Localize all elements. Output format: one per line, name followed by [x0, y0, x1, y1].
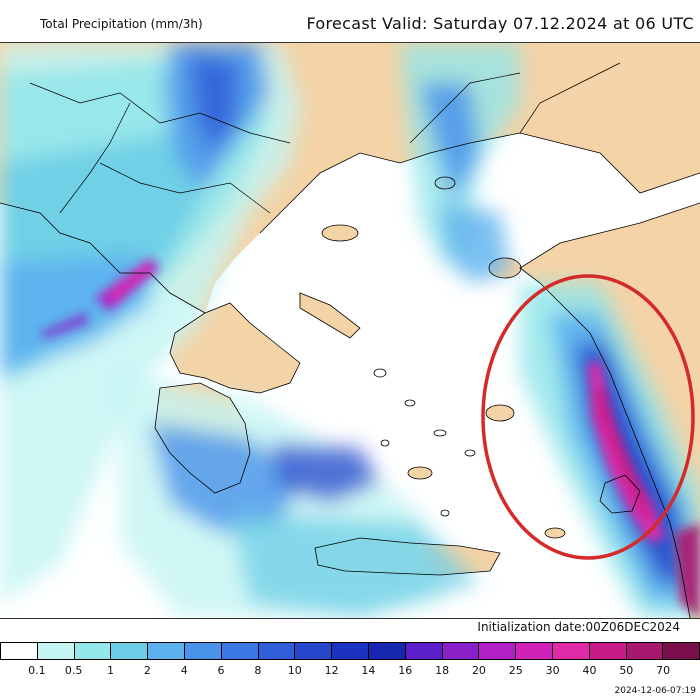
precipitation-map	[0, 42, 700, 619]
legend-swatch	[1, 643, 38, 659]
legend-label: 16	[398, 664, 413, 677]
render-timestamp: 2024-12-06-07:19	[614, 686, 697, 696]
legend-label: 4	[180, 664, 188, 677]
legend-swatch	[589, 643, 627, 659]
color-legend-bar	[0, 642, 700, 660]
legend-label: 40	[582, 664, 597, 677]
legend-swatch	[516, 643, 553, 659]
legend-swatch	[479, 643, 517, 659]
legend-label: 25	[508, 664, 523, 677]
legend-swatch	[74, 643, 112, 659]
legend-label: 50	[619, 664, 634, 677]
coastlines	[0, 132, 700, 618]
legend-swatch	[442, 643, 480, 659]
legend-swatch	[184, 643, 222, 659]
map-title: Total Precipitation (mm/3h)	[40, 17, 203, 31]
legend-label: 0.1	[28, 664, 46, 677]
legend-swatch	[37, 643, 75, 659]
legend-swatch	[552, 643, 590, 659]
legend-label: 6	[217, 664, 225, 677]
precipitation-maxima	[40, 258, 700, 618]
header: Total Precipitation (mm/3h) Forecast Val…	[0, 0, 700, 42]
legend-swatch	[148, 643, 185, 659]
legend-label: 0.5	[64, 664, 83, 677]
legend-swatch	[368, 643, 406, 659]
legend-label: 18	[435, 664, 450, 677]
legend-swatch	[663, 643, 700, 659]
color-legend-labels: 0.1 0.5 1 2 4 6 8 10 12 14 16 18 20 25 30 40 50 70	[0, 664, 700, 680]
legend-label: 70	[656, 664, 671, 677]
legend-swatch	[295, 643, 333, 659]
legend-label: 20	[471, 664, 486, 677]
legend-label: 2	[143, 664, 151, 677]
legend-swatch	[221, 643, 259, 659]
highlight-ellipse	[481, 274, 695, 560]
legend-label: 1	[107, 664, 115, 677]
country-borders	[29, 62, 621, 214]
legend-swatch	[332, 643, 369, 659]
legend-label: 8	[254, 664, 262, 677]
legend-label: 14	[361, 664, 376, 677]
legend-swatch	[258, 643, 296, 659]
legend-swatch	[626, 643, 664, 659]
initialization-date: Initialization date:00Z06DEC2024	[477, 620, 680, 634]
forecast-valid-label: Forecast Valid: Saturday 07.12.2024 at 0…	[306, 14, 694, 33]
legend-swatch	[405, 643, 443, 659]
legend-label: 12	[324, 664, 339, 677]
legend-label: 10	[287, 664, 302, 677]
legend-label: 30	[545, 664, 560, 677]
legend-swatch	[111, 643, 149, 659]
